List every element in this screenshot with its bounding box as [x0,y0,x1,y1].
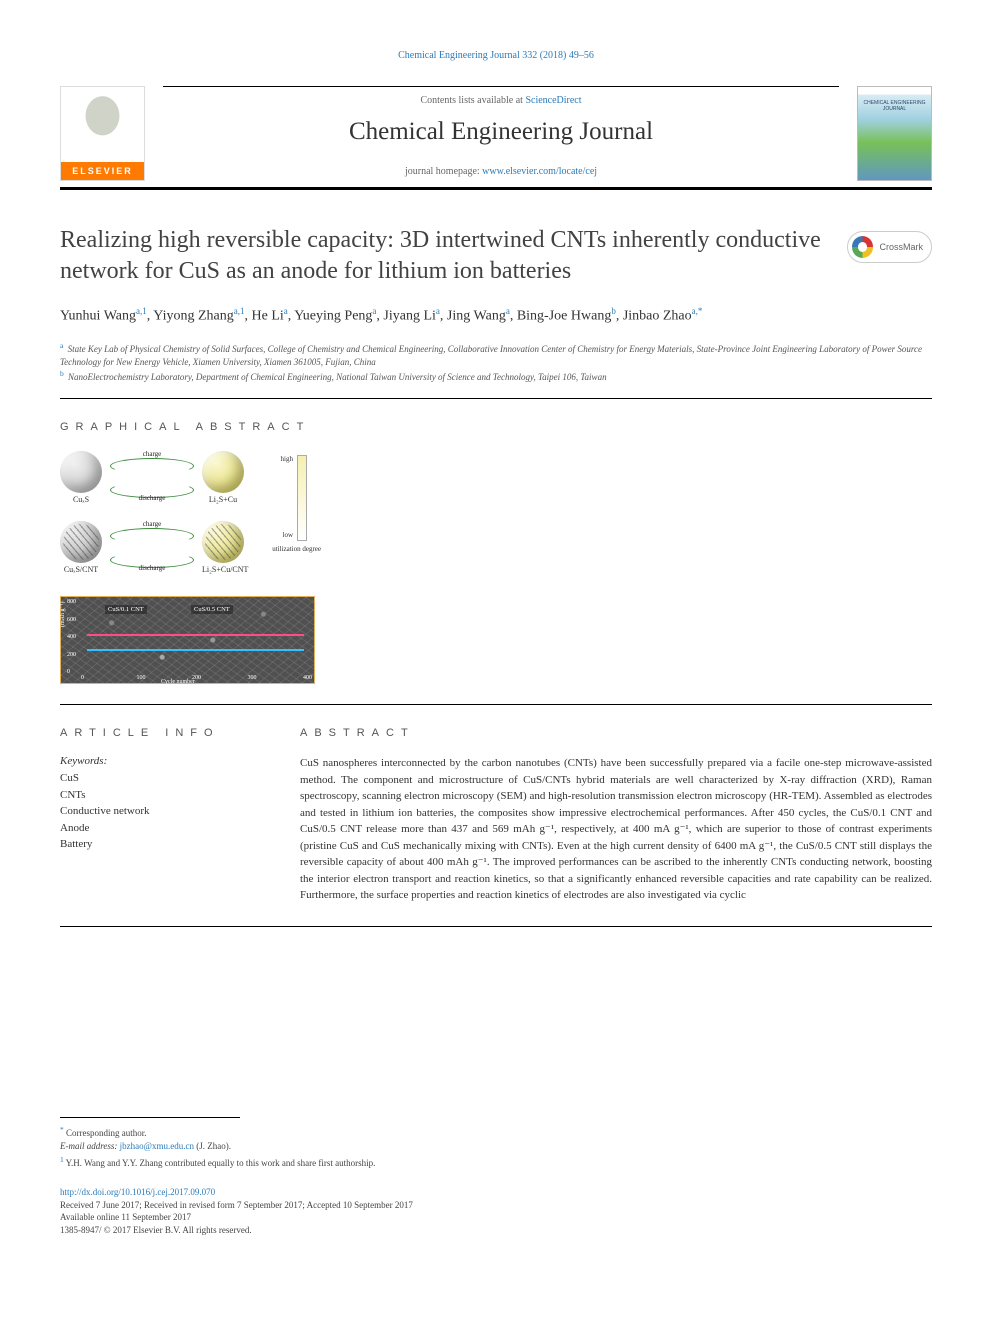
crossmark-label: CrossMark [879,242,923,252]
doi-link[interactable]: http://dx.doi.org/10.1016/j.cej.2017.09.… [60,1187,215,1197]
note1-text: Y.H. Wang and Y.Y. Zhang contributed equ… [64,1158,376,1168]
copyright-line: 1385-8947/ © 2017 Elsevier B.V. All righ… [60,1225,252,1235]
sem-xtick: 0 [81,675,84,681]
abstract-column: ABSTRACT CuS nanospheres interconnected … [300,727,932,904]
corr-text: Corresponding author. [66,1128,147,1138]
keyword-item: CuS [60,770,276,787]
arrow-discharge-label-2: discharge [139,564,166,572]
section-header-abstract: ABSTRACT [300,727,932,739]
gradient-low-label: low [283,531,294,539]
footer-notes: * Corresponding author. E-mail address: … [60,1117,932,1237]
section-header-graphical-abstract: GRAPHICAL ABSTRACT [60,421,932,433]
keywords-label: Keywords: [60,755,276,767]
homepage-prefix: journal homepage: [405,166,482,177]
corr-marker: * [60,1125,64,1134]
sphere-li2s-icon [202,451,244,493]
publisher-logo: ELSEVIER [60,86,145,181]
doi-block: http://dx.doi.org/10.1016/j.cej.2017.09.… [60,1186,932,1236]
dates-line: Received 7 June 2017; Received in revise… [60,1200,413,1210]
section-header-article-info: ARTICLE INFO [60,727,276,739]
sphere-cus-cnt-label: CuₓS/CNT [60,565,102,574]
graphical-abstract: CuₓS charge discharge Li₂S+Cu CuₓS/CNT [60,449,932,705]
gradient-caption: utilization degree [251,545,321,553]
affiliation-line: a State Key Lab of Physical Chemistry of… [60,341,932,369]
sem-ytick: 600 [67,617,76,623]
author-list: Yunhui Wanga,1, Yiyong Zhanga,1, He Lia,… [60,305,932,327]
journal-title: Chemical Engineering Journal [163,118,839,146]
sem-legend-a: CuS/0.1 CNT [105,605,147,614]
masthead: ELSEVIER Contents lists available at Sci… [60,86,932,190]
article-title: Realizing high reversible capacity: 3D i… [60,225,827,287]
sem-panel: 80060040020000100200300400(mAh g⁻¹)Cycle… [60,596,315,684]
homepage-link[interactable]: www.elsevier.com/locate/cej [482,166,597,177]
sphere-li2s-label: Li₂S+Cu [202,495,244,504]
keyword-item: Anode [60,820,276,837]
sem-xtick: 100 [137,675,146,681]
graphical-abstract-figure: CuₓS charge discharge Li₂S+Cu CuₓS/CNT [60,449,315,684]
gradient-high-label: high [281,455,293,463]
footer-rule [60,1117,240,1118]
sem-series-a-line [87,649,304,651]
contents-line: Contents lists available at ScienceDirec… [163,95,839,106]
arrow-charge-label-2: charge [143,520,162,528]
sem-xtick: 300 [248,675,257,681]
email-suffix: (J. Zhao). [194,1141,231,1151]
homepage-line: journal homepage: www.elsevier.com/locat… [163,166,839,177]
tree-icon [73,93,132,150]
crossmark-icon [852,236,873,258]
sem-xlabel: Cycle number [161,679,195,685]
sem-ylabel: (mAh g⁻¹) [59,602,66,627]
keyword-item: Conductive network [60,803,276,820]
journal-cover-label: CHEMICAL ENGINEERING JOURNAL [862,101,927,112]
sphere-li2s-cnt-icon [202,521,244,563]
online-line: Available online 11 September 2017 [60,1212,191,1222]
affiliations: a State Key Lab of Physical Chemistry of… [60,341,932,399]
crossmark-badge[interactable]: CrossMark [847,231,932,263]
sphere-cus-cnt-icon [60,521,102,563]
sciencedirect-link[interactable]: ScienceDirect [525,95,581,106]
sphere-li2s-cnt-label: Li₂S+Cu/CNT [202,565,248,574]
sem-legend-b: CuS/0.5 CNT [191,605,233,614]
arrow-cycle-top: charge discharge [102,454,202,502]
article-info-column: ARTICLE INFO Keywords: CuSCNTsConductive… [60,727,300,904]
sphere-cus-icon [60,451,102,493]
arrow-discharge-label: discharge [139,494,166,502]
utilization-gradient-bar [297,455,307,541]
arrow-charge-label: charge [143,450,162,458]
email-label: E-mail address: [60,1141,120,1151]
publisher-logo-text: ELSEVIER [61,162,144,180]
affiliation-line: b NanoElectrochemistry Laboratory, Depar… [60,369,932,384]
keyword-item: CNTs [60,787,276,804]
masthead-center: Contents lists available at ScienceDirec… [163,86,839,187]
running-header: Chemical Engineering Journal 332 (2018) … [60,50,932,61]
sem-xtick: 400 [303,675,312,681]
sem-series-b-line [87,634,304,636]
journal-cover-thumbnail: CHEMICAL ENGINEERING JOURNAL [857,86,932,181]
contribution-note: 1 Y.H. Wang and Y.Y. Zhang contributed e… [60,1154,932,1171]
sem-ytick: 0 [67,669,70,675]
corresponding-author-note: * Corresponding author. [60,1124,932,1141]
sem-ytick: 200 [67,652,76,658]
sem-ytick: 800 [67,599,76,605]
arrow-cycle-bottom: charge discharge [102,524,202,572]
keyword-item: Battery [60,836,276,853]
email-link[interactable]: jbzhao@xmu.edu.cn [120,1141,194,1151]
contents-prefix: Contents lists available at [420,95,525,106]
abstract-text: CuS nanospheres interconnected by the ca… [300,755,932,904]
sem-ytick: 400 [67,634,76,640]
sphere-cus-label: CuₓS [60,495,102,504]
email-line: E-mail address: jbzhao@xmu.edu.cn (J. Zh… [60,1140,932,1154]
